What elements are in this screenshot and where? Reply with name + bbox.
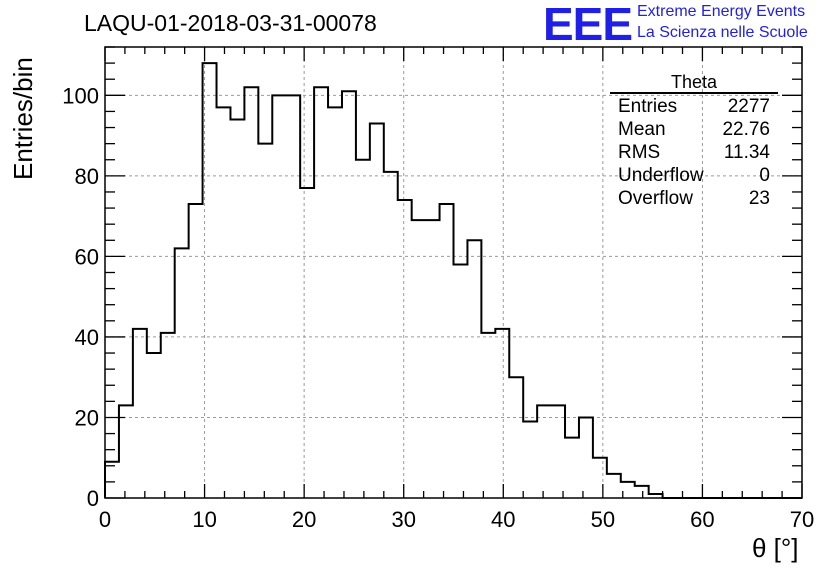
stats-label: Entries — [618, 96, 678, 117]
stats-label: Overflow — [618, 188, 693, 209]
histogram-bin — [454, 264, 468, 498]
stats-row-overflow: Overflow 23 — [610, 187, 778, 210]
stats-value: 23 — [748, 188, 770, 209]
histogram-bin — [593, 458, 607, 498]
y-tick-label: 20 — [75, 405, 99, 430]
histogram-bin — [161, 333, 175, 498]
histogram-bin — [314, 87, 328, 498]
stats-row-underflow: Underflow 0 — [610, 164, 778, 187]
logo-subtitle-line1: Extreme Energy Events — [637, 3, 806, 20]
histogram-bin — [133, 329, 147, 498]
stats-box: Theta Entries 2277 Mean 22.76 RMS 11.34 … — [610, 72, 778, 210]
y-tick-label: 40 — [75, 325, 99, 350]
y-axis-label: Entries/bin — [8, 57, 38, 180]
histogram-bin — [147, 353, 161, 498]
stats-label: RMS — [618, 142, 661, 163]
x-tick-label: 30 — [391, 507, 415, 532]
y-tick-label: 60 — [75, 244, 99, 269]
eee-logo: EEE — [543, 0, 633, 50]
stats-title: Theta — [610, 72, 778, 94]
histogram-bin — [607, 474, 621, 498]
histogram-bin — [300, 188, 314, 498]
histogram-bin — [244, 87, 258, 498]
stats-value: 11.34 — [723, 142, 770, 163]
x-tick-label: 0 — [99, 507, 111, 532]
chart-title: LAQU-01-2018-03-31-00078 — [84, 10, 377, 36]
histogram-bin — [523, 421, 537, 498]
histogram-bin — [356, 160, 370, 498]
stats-row-mean: Mean 22.76 — [610, 118, 778, 141]
histogram-bin — [537, 405, 551, 498]
histogram-bin — [272, 95, 286, 498]
logo-subtitle-line2: La Scienza nelle Scuole — [637, 24, 808, 41]
histogram-bin — [258, 144, 272, 498]
stats-value: 0 — [759, 165, 770, 186]
x-tick-label: 70 — [790, 507, 814, 532]
histogram-bin — [440, 204, 454, 498]
histogram-bin — [412, 220, 426, 498]
stats-value: 2277 — [727, 96, 770, 117]
histogram-bin — [217, 107, 231, 498]
histogram-bin — [551, 405, 565, 498]
histogram-bin — [635, 486, 649, 498]
x-tick-label: 60 — [690, 507, 714, 532]
histogram-bin — [342, 91, 356, 498]
x-tick-label: 40 — [491, 507, 515, 532]
y-tick-label: 0 — [87, 486, 99, 511]
x-tick-label: 50 — [591, 507, 615, 532]
x-tick-label: 10 — [192, 507, 216, 532]
stats-label: Underflow — [618, 165, 704, 186]
histogram-bin — [579, 417, 593, 498]
histogram-bin — [481, 333, 495, 498]
histogram-bin — [105, 462, 119, 498]
stats-value: 22.76 — [722, 119, 770, 140]
histogram-bin — [175, 248, 189, 498]
y-tick-label: 80 — [75, 164, 99, 189]
histogram-bin — [286, 95, 300, 498]
histogram-bin — [119, 405, 133, 498]
stats-label: Mean — [618, 119, 666, 140]
histogram-bin — [189, 204, 203, 498]
histogram-bin — [328, 107, 342, 498]
histogram-bin — [398, 200, 412, 498]
histogram-bin — [495, 329, 509, 498]
histogram-bin — [467, 240, 481, 498]
stats-row-rms: RMS 11.34 — [610, 141, 778, 164]
histogram-bin — [384, 172, 398, 498]
histogram-bin — [509, 377, 523, 498]
histogram-bin — [565, 438, 579, 498]
histogram-outline — [104, 62, 802, 499]
histogram-bin — [370, 124, 384, 498]
x-tick-label: 20 — [292, 507, 316, 532]
stats-row-entries: Entries 2277 — [610, 95, 778, 118]
x-axis-label: θ [°] — [752, 533, 799, 563]
histogram-bin — [426, 220, 440, 498]
y-tick-label: 100 — [62, 83, 99, 108]
